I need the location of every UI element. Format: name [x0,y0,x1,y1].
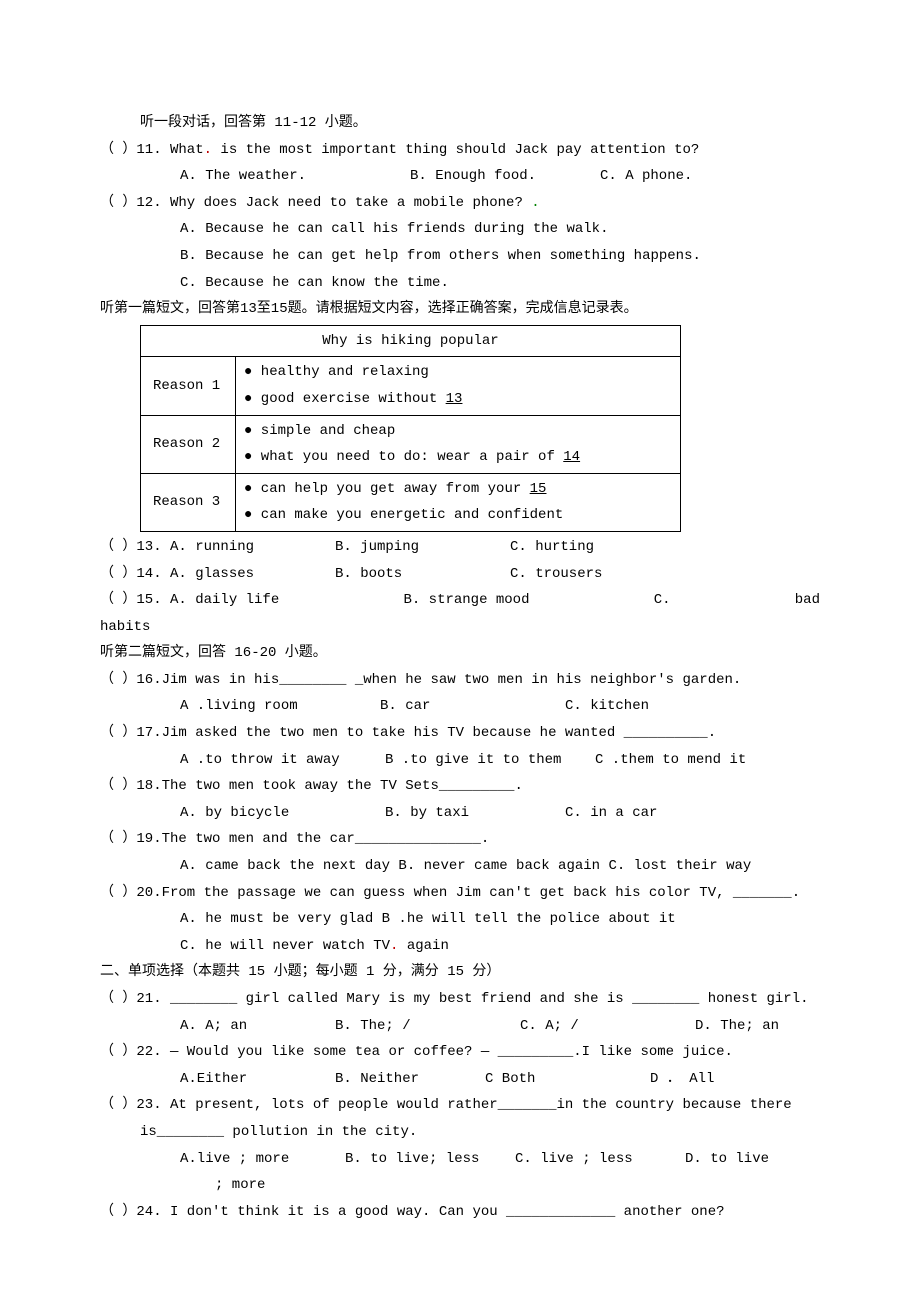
q11-text: is the most important thing should Jack … [212,142,699,158]
question-21: （ ）21. ________ girl called Mary is my b… [100,986,820,1013]
q23-c: C. live ; less [515,1146,685,1173]
q11-opt-b: B. Enough food. [410,163,600,190]
q21-b: B. The; / [335,1013,520,1040]
table-title: Why is hiking popular [141,325,681,357]
q18-options: A. by bicycle B. by taxi C. in a car [100,800,820,827]
question-19: （ ）19.The two men and the car___________… [100,826,820,853]
dot-red-icon: . [204,142,212,158]
q11-prefix: （ ）11. What [100,142,204,158]
question-11: （ ）11. What. is the most important thing… [100,137,820,164]
reason-3-content: ● can help you get away from your 15 ● c… [236,473,681,531]
r1-line-1: ● healthy and relaxing [244,359,672,386]
reason-3-label: Reason 3 [141,473,236,531]
q21-options: A. A; an B. The; / C. A; / D. The; an [100,1013,820,1040]
blank-14: 14 [563,449,580,465]
q14-a: （ ）14. A. glasses [100,561,335,588]
q17-b: B .to give it to them [385,747,595,774]
question-15: （ ）15. A. daily life B. strange mood C. … [100,587,820,614]
q20-option-c: C. he will never watch TV. again [100,933,820,960]
q13-a: （ ）13. A. running [100,534,335,561]
q12-text: （ ）12. Why does Jack need to take a mobi… [100,195,531,211]
reason-1-label: Reason 1 [141,357,236,415]
q20-options-ab: A. he must be very glad B .he will tell … [100,906,820,933]
q12-opt-b: B. Because he can get help from others w… [100,243,820,270]
q15-tail: habits [100,614,820,641]
q16-options: A .living room B. car C. kitchen [100,693,820,720]
q23-options: A.live ; more B. to live; less C. live ;… [100,1146,820,1173]
intro-dialogue-1: 听一段对话，回答第 11-12 小题。 [100,110,820,137]
r3-line-1: ● can help you get away from your 15 [244,476,672,503]
question-23-line2: is________ pollution in the city. [100,1119,820,1146]
intro-passage-2: 听第二篇短文，回答 16-20 小题。 [100,640,820,667]
blank-13: 13 [446,391,463,407]
q23-b: B. to live; less [345,1146,515,1173]
question-22: （ ）22. — Would you like some tea or coff… [100,1039,820,1066]
q16-c: C. kitchen [565,693,649,720]
q22-a: A.Either [180,1066,335,1093]
question-18: （ ）18.The two men took away the TV Sets_… [100,773,820,800]
reason-1-content: ● healthy and relaxing ● good exercise w… [236,357,681,415]
dot-green-icon: . [531,195,539,211]
question-20: （ ）20.From the passage we can guess when… [100,880,820,907]
q22-options: A.Either B. Neither C Both D ． All [100,1066,820,1093]
q17-c: C .them to mend it [595,747,746,774]
intro-passage-1: 听第一篇短文，回答第13至15题。请根据短文内容，选择正确答案，完成信息记录表。 [100,296,820,323]
q17-options: A .to throw it away B .to give it to the… [100,747,820,774]
blank-15: 15 [530,481,547,497]
section-2-header: 二、单项选择（本题共 15 小题；每小题 1 分，满分 15 分） [100,959,820,986]
reason-2-content: ● simple and cheap ● what you need to do… [236,415,681,473]
question-16: （ ）16.Jim was in his________ _when he sa… [100,667,820,694]
question-13: （ ）13. A. running B. jumping C. hurting [100,534,820,561]
q12-opt-c: C. Because he can know the time. [100,270,820,297]
q21-d: D. The; an [695,1013,779,1040]
q16-b: B. car [380,693,565,720]
q14-c: C. trousers [510,561,602,588]
r2-line-2: ● what you need to do: wear a pair of 14 [244,444,672,471]
q11-options: A. The weather. B. Enough food. C. A pho… [100,163,820,190]
q22-b: B. Neither [335,1066,485,1093]
hiking-table: Why is hiking popular Reason 1 ● healthy… [140,325,681,532]
r3-line-2: ● can make you energetic and confident [244,502,672,529]
q18-a: A. by bicycle [180,800,385,827]
q22-d: D ． All [650,1066,714,1093]
q13-c: C. hurting [510,534,594,561]
q12-opt-a: A. Because he can call his friends durin… [100,216,820,243]
q15-a: （ ）15. A. daily life [100,587,279,614]
q13-b: B. jumping [335,534,510,561]
q18-b: B. by taxi [385,800,565,827]
q11-opt-a: A. The weather. [180,163,410,190]
reason-2-label: Reason 2 [141,415,236,473]
q23-d-tail: ; more [100,1172,820,1199]
question-12: （ ）12. Why does Jack need to take a mobi… [100,190,820,217]
r2-line-1: ● simple and cheap [244,418,672,445]
q17-a: A .to throw it away [180,747,385,774]
q14-b: B. boots [335,561,510,588]
question-24: （ ）24. I don't think it is a good way. C… [100,1199,820,1226]
q21-a: A. A; an [180,1013,335,1040]
r1-line-2: ● good exercise without 13 [244,386,672,413]
q23-a: A.live ; more [180,1146,345,1173]
q15-b: B. strange mood [403,587,529,614]
q18-c: C. in a car [565,800,657,827]
question-17: （ ）17.Jim asked the two men to take his … [100,720,820,747]
question-23: （ ）23. At present, lots of people would … [100,1092,820,1119]
q22-c: C Both [485,1066,650,1093]
q19-options: A. came back the next day B. never came … [100,853,820,880]
q11-opt-c: C. A phone. [600,163,692,190]
q23-d: D. to live [685,1146,769,1173]
q21-c: C. A; / [520,1013,695,1040]
q16-a: A .living room [180,693,380,720]
question-14: （ ）14. A. glasses B. boots C. trousers [100,561,820,588]
q15-c: C. [654,587,671,614]
q15-d: bad [795,587,820,614]
